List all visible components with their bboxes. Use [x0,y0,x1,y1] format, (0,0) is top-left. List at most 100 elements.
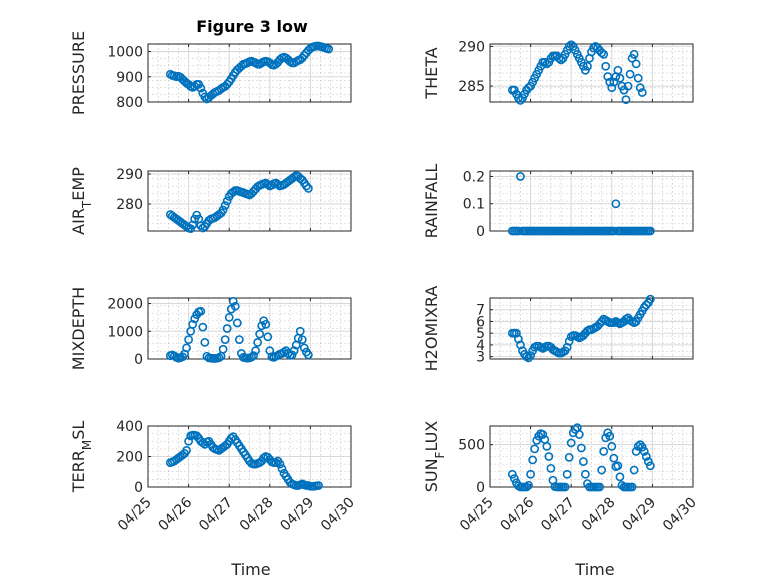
x-tick-label: 04/30 [660,495,700,535]
x-tick-label: 04/28 [237,495,277,535]
data-point [643,457,653,466]
data-point [621,95,631,105]
data-point [200,92,210,102]
data-point [259,453,269,463]
x-tick-label: 04/27 [196,495,236,535]
y-tick-label: 6 [476,314,485,330]
data-point [645,226,655,236]
data-point [297,335,307,344]
data-point [623,81,633,91]
panel-pressure: 800 900 1000 PRESSURE [69,31,352,115]
data-point [601,433,611,443]
data-point [615,472,625,482]
y-tick-label: 280 [116,197,143,213]
panel-air_temp: 280 290 AIRTEMP [69,167,352,235]
data-point [522,482,531,492]
y-tick-label: 0.2 [463,169,485,185]
y-tick-label: 3 [476,350,485,366]
data-point [222,196,232,206]
data-point [542,441,552,451]
data-point [314,481,323,490]
data-point [641,452,651,461]
y-axis-label: PRESSURE [69,31,88,115]
y-tick-label: 500 [458,438,485,454]
data-point [597,465,607,475]
data-point [635,83,645,93]
data-point [583,61,592,71]
y-tick-label: 800 [116,95,143,111]
data-point [232,318,242,328]
x-tick-label: 04/25 [115,495,155,535]
data-point [627,482,637,492]
axes-frame [147,170,352,232]
y-tick-label: 5 [476,326,485,342]
data-point [524,83,533,93]
data-point [234,335,244,344]
data-point [220,201,230,210]
x-tick-label: 04/25 [457,495,497,535]
data-point [574,430,584,439]
data-point [263,180,273,189]
data-point [637,88,647,97]
data-point [603,72,613,81]
y-tick-label: 1000 [107,45,143,61]
data-point [625,69,635,79]
data-point [271,458,281,467]
data-point [629,465,639,475]
data-point [226,433,236,443]
data-point [578,457,588,466]
data-point [546,463,556,473]
data-point [224,313,234,322]
data-point [516,172,525,181]
data-point [198,438,208,448]
data-point [188,319,198,329]
data-point [645,461,655,471]
data-point [222,324,232,333]
x-axis-label-right: Time [574,560,614,579]
x-tick-label: 04/30 [318,495,358,535]
data-point [599,49,609,59]
data-point [538,430,548,439]
data-point [542,59,552,69]
y-tick-label: 0 [476,224,485,240]
data-point [560,482,570,492]
data-point [605,77,615,87]
data-point [566,438,576,448]
y-tick-label: 400 [116,419,143,435]
data-point [615,73,625,83]
y-axis-label: SUNFLUX [422,421,447,493]
data-point [597,48,607,58]
y-tick-label: 290 [458,39,485,55]
data-point [275,459,285,469]
data-point [228,187,238,197]
data-point [516,96,525,105]
data-point [645,294,655,304]
x-axis-label-left: Time [230,560,270,579]
data-point [639,447,649,456]
data-point [228,296,238,306]
data-point [509,474,519,483]
data-point [295,326,305,336]
data-point [607,441,617,451]
data-point [526,351,535,360]
y-tick-label: 0 [476,480,485,496]
data-point [564,337,574,346]
x-tick-label: 04/26 [498,494,538,534]
data-point [595,482,605,492]
data-point [637,442,647,452]
data-point [196,306,206,316]
data-point [301,181,311,191]
y-axis-label: MIXDEPTH [69,287,88,370]
data-point [613,461,623,471]
data-point [184,335,193,344]
data-point [287,350,297,360]
axes-frame [489,297,694,360]
data-point [220,335,230,344]
data-point [631,447,641,456]
data-point [249,351,258,361]
panel-mixdepth: 0 1000 2000 MIXDEPTH [69,287,352,370]
data-point [324,44,334,54]
data-point [196,83,206,93]
